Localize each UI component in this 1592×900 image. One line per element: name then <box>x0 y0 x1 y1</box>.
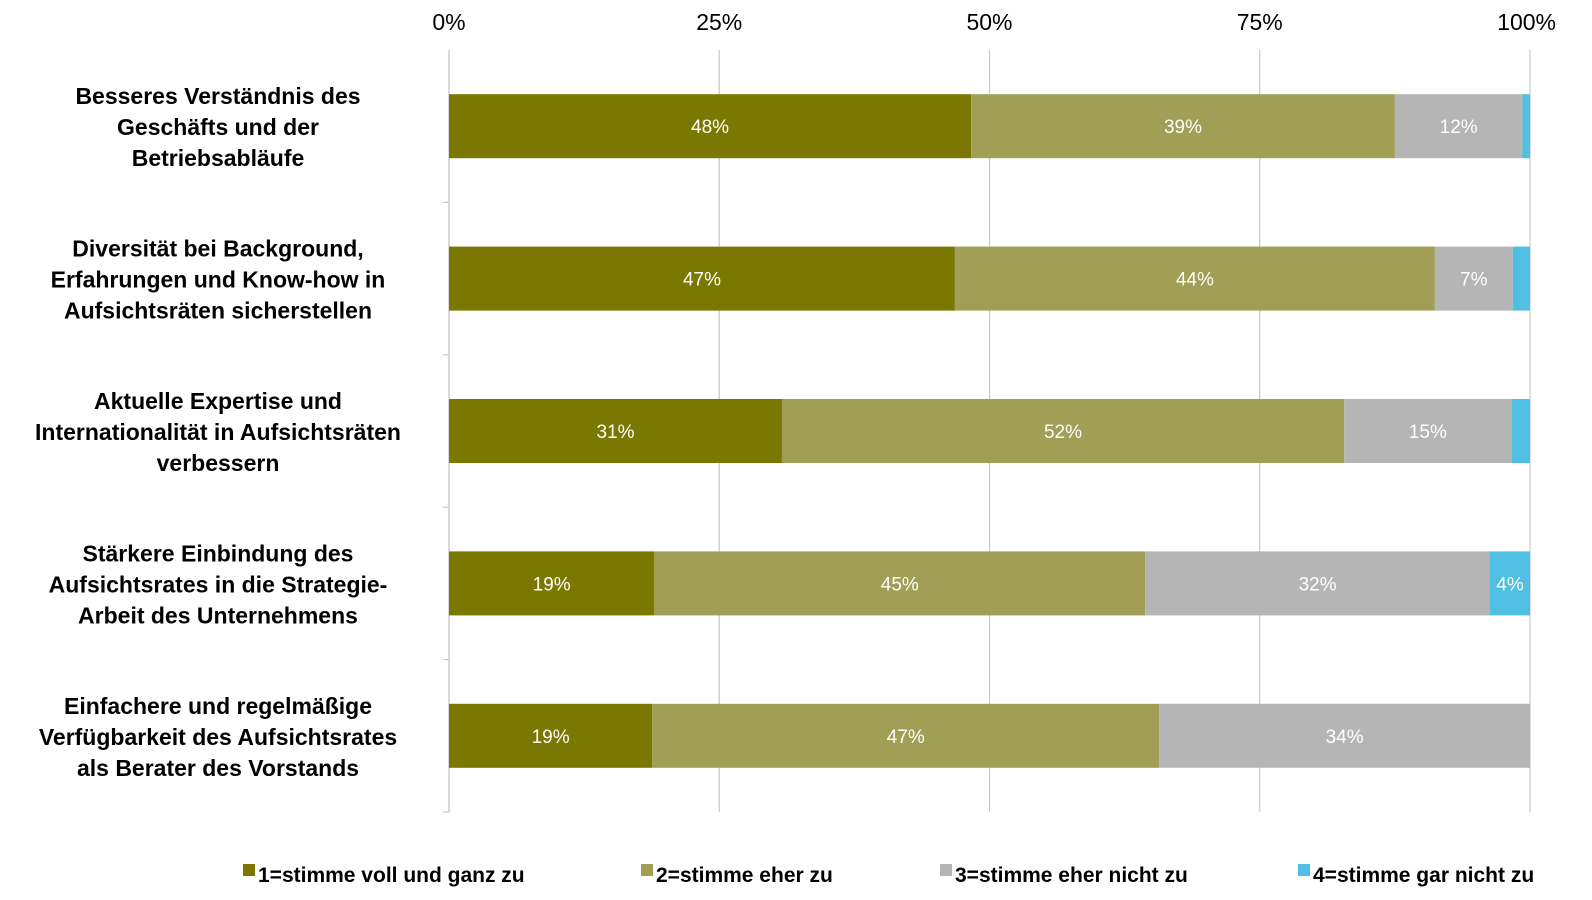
data-label: 45% <box>881 574 919 595</box>
legend: 1=stimme voll und ganz zu 2=stimme eher z… <box>243 864 1534 887</box>
data-label: 34% <box>1326 727 1364 748</box>
bar-segment <box>781 399 1345 463</box>
category-label: Aufsichtsrates in die Strategie- <box>49 571 388 597</box>
category-label: Verfügbarkeit des Aufsichtsrates <box>39 724 397 750</box>
bar-segment <box>1511 399 1530 463</box>
legend-swatch <box>940 864 952 876</box>
category-label: Aktuelle Expertise und <box>94 388 342 414</box>
bar-segment <box>449 246 955 311</box>
data-label: 19% <box>533 574 571 595</box>
bar-segment <box>1344 399 1512 463</box>
bar-segment <box>449 703 653 768</box>
bar-segment <box>1434 246 1513 311</box>
data-label: 48% <box>691 117 729 138</box>
x-tick-label: 25% <box>696 9 742 35</box>
legend-label: 2=stimme eher zu <box>656 864 833 887</box>
category-label: Einfachere und regelmäßige <box>64 693 372 719</box>
legend-label: 3=stimme eher nicht zu <box>955 864 1188 887</box>
data-label: 39% <box>1164 117 1202 138</box>
data-label: 31% <box>596 422 634 443</box>
category-label: Arbeit des Unternehmens <box>78 602 358 628</box>
category-label: Erfahrungen und Know-how in <box>51 267 386 293</box>
bar-segment <box>652 703 1160 768</box>
x-tick-label: 75% <box>1237 9 1283 35</box>
x-tick-label: 0% <box>432 9 465 35</box>
data-label: 12% <box>1440 117 1478 138</box>
category-label: Stärkere Einbindung des <box>83 540 354 566</box>
bar-segment <box>449 399 782 463</box>
legend-label: 1=stimme voll und ganz zu <box>258 864 525 887</box>
bar-segment <box>1394 94 1523 159</box>
category-label: verbessern <box>157 450 280 476</box>
bar-segment <box>1512 246 1530 311</box>
data-label: 19% <box>532 727 570 748</box>
category-label: als Berater des Vorstands <box>77 755 359 781</box>
bar-segment <box>449 551 655 616</box>
legend-swatch <box>641 864 653 876</box>
data-label: 44% <box>1176 270 1214 291</box>
bar-segment <box>654 551 1146 616</box>
bar-segment <box>1490 551 1530 616</box>
bar-segment <box>1159 703 1530 768</box>
x-tick-label: 50% <box>966 9 1012 35</box>
category-label: Internationalität in Aufsichtsräten <box>35 419 401 445</box>
category-label: Geschäfts und der <box>117 114 319 140</box>
category-label: Besseres Verständnis des <box>75 83 360 109</box>
legend-swatch <box>1298 864 1310 876</box>
bars: 48% 39% 12% 47% 44% 7% 31% 52% 15% 19% 45% 32% 4% 19%… <box>449 94 1530 768</box>
data-label: 7% <box>1460 270 1488 291</box>
category-label: Aufsichtsräten sicherstellen <box>64 298 372 324</box>
category-label: Diversität bei Background, <box>72 236 363 262</box>
data-label: 52% <box>1044 422 1082 443</box>
bar-segment <box>449 94 972 159</box>
bar-segment <box>1522 94 1530 159</box>
x-axis-ticks: 0% 25% 50% 75% 100% <box>432 9 1556 35</box>
x-tick-label: 100% <box>1497 9 1556 35</box>
data-label: 4% <box>1496 574 1524 595</box>
category-label: Betriebsabläufe <box>132 145 305 171</box>
data-label: 47% <box>887 727 925 748</box>
legend-label: 4=stimme gar nicht zu <box>1313 864 1534 887</box>
category-labels: Besseres Verständnis des Geschäfts und de… <box>35 83 401 781</box>
bar-segment <box>954 246 1435 311</box>
bar-segment <box>1145 551 1491 616</box>
data-label: 15% <box>1409 422 1447 443</box>
bar-segment <box>971 94 1395 159</box>
legend-swatch <box>243 864 255 876</box>
data-label: 47% <box>683 270 721 291</box>
data-label: 32% <box>1299 574 1337 595</box>
